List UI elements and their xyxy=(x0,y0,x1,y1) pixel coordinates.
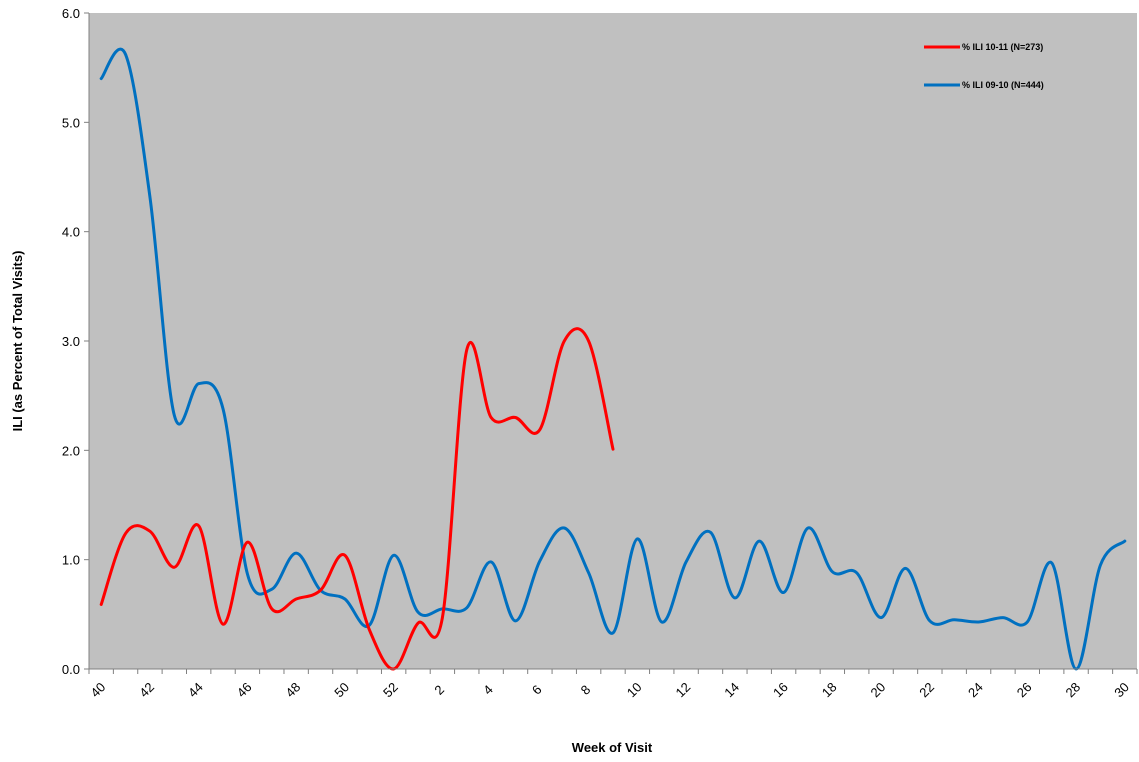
x-tick-label: 44 xyxy=(185,679,206,700)
x-tick-label: 22 xyxy=(916,679,937,700)
x-tick-label: 40 xyxy=(88,679,109,700)
legend-label-series-2: % ILI 09-10 (N=444) xyxy=(962,80,1044,90)
x-tick-label: 16 xyxy=(770,679,791,700)
series-line-1 xyxy=(99,327,615,671)
y-tick-label: 0.0 xyxy=(62,662,80,677)
x-tick-label: 24 xyxy=(965,679,986,700)
x-tick-label: 28 xyxy=(1062,679,1083,700)
plot-area xyxy=(89,13,1137,669)
x-tick-label: 42 xyxy=(136,679,157,700)
y-tick-label: 4.0 xyxy=(62,225,80,240)
legend-label-series-1: % ILI 10-11 (N=273) xyxy=(962,42,1043,52)
legend: % ILI 10-11 (N=273) % ILI 09-10 (N=444) xyxy=(924,42,1044,90)
y-axis-title: ILI (as Percent of Total Visits) xyxy=(10,251,25,432)
x-tick-label: 6 xyxy=(529,682,545,698)
x-tick-label: 50 xyxy=(331,679,352,700)
x-tick-label: 20 xyxy=(867,679,888,700)
x-tick-label: 2 xyxy=(431,682,447,698)
x-tick-layer: 40 42 44 46 48 50 52 2 4 6 8 10 12 14 16 18 20 22 24 26 28 30 xyxy=(88,669,1138,700)
y-tick-label: 1.0 xyxy=(62,553,80,568)
x-tick-label: 52 xyxy=(380,679,401,700)
x-tick-label: 14 xyxy=(721,679,742,700)
x-tick-label: 30 xyxy=(1111,679,1132,700)
x-tick-label: 8 xyxy=(578,682,594,698)
x-tick-label: 18 xyxy=(819,679,840,700)
x-tick-label: 10 xyxy=(624,679,645,700)
x-tick-label: 26 xyxy=(1014,679,1035,700)
y-tick-label: 5.0 xyxy=(62,115,80,130)
x-tick-label: 12 xyxy=(673,679,694,700)
x-tick-label: 4 xyxy=(480,682,496,698)
x-axis-title: Week of Visit xyxy=(572,740,653,755)
x-tick-label: 48 xyxy=(283,679,304,700)
y-tick-layer: 0.0 1.0 2.0 3.0 4.0 5.0 6.0 xyxy=(62,6,89,677)
y-tick-label: 6.0 xyxy=(62,6,80,21)
series-layer xyxy=(99,47,1127,671)
x-tick-label: 46 xyxy=(234,679,255,700)
y-tick-label: 3.0 xyxy=(62,334,80,349)
y-tick-label: 2.0 xyxy=(62,443,80,458)
